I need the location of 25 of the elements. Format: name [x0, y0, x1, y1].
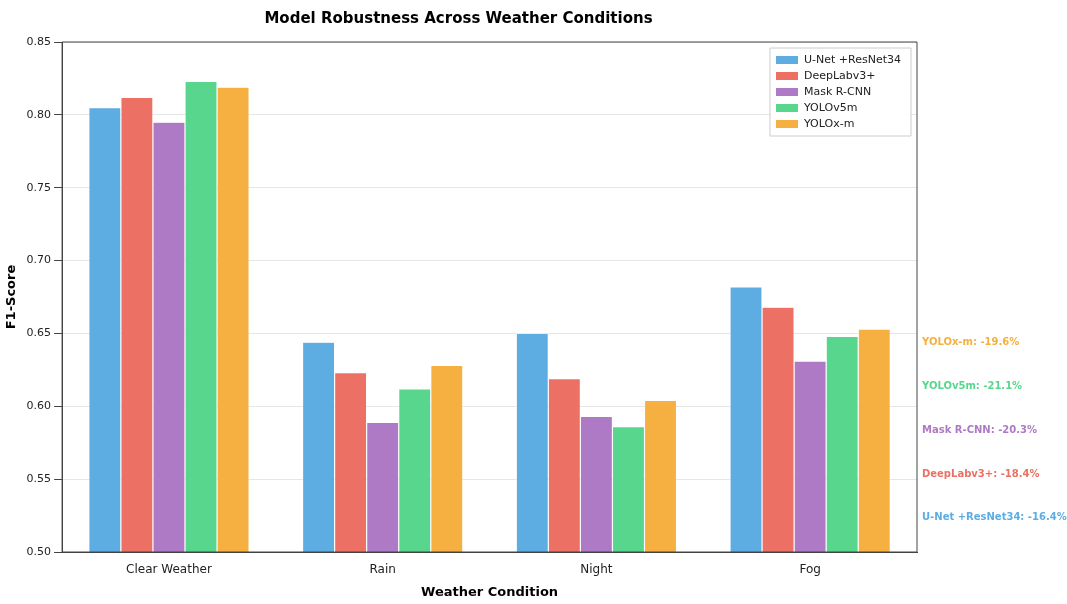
text: Mask R-CNN: -20.3% [922, 423, 1038, 435]
y-tick-label: 0.55 [26, 472, 52, 485]
text: U-Net +ResNet34: -16.4% [922, 511, 1067, 523]
text: DeepLabv3+: -18.4% [922, 467, 1040, 479]
y-tick-label: 0.50 [26, 544, 52, 558]
legend-label: YOLOv5m [803, 100, 858, 114]
legend-label: DeepLabv3+ [804, 68, 876, 82]
x-tick-label: Rain [369, 562, 396, 577]
y-tick-label: 0.80 [26, 107, 52, 121]
legend-label: YOLOx-m [803, 116, 855, 130]
y-axis-title: F1-Score [3, 264, 19, 330]
chart-title: Model Robustness Across Weather Conditions [264, 8, 653, 27]
y-tick-label: 0.85 [26, 34, 52, 48]
y-tick-label: 0.60 [26, 399, 52, 413]
x-tick-label: Clear Weather [126, 562, 212, 577]
x-tick-label: Fog [799, 562, 821, 577]
x-tick-label: Night [580, 562, 613, 577]
text: YOLOv5m: -21.1% [921, 380, 1023, 392]
y-tick-label: 0.70 [26, 253, 52, 267]
legend-label: Mask R-CNN [804, 84, 872, 98]
y-tick-label: 0.75 [26, 180, 52, 194]
x-axis-title: Weather Condition [421, 583, 559, 599]
text: YOLOx-m: -19.6% [921, 336, 1020, 348]
y-tick-label: 0.65 [26, 326, 52, 340]
legend-label: U-Net +ResNet34 [804, 52, 901, 66]
